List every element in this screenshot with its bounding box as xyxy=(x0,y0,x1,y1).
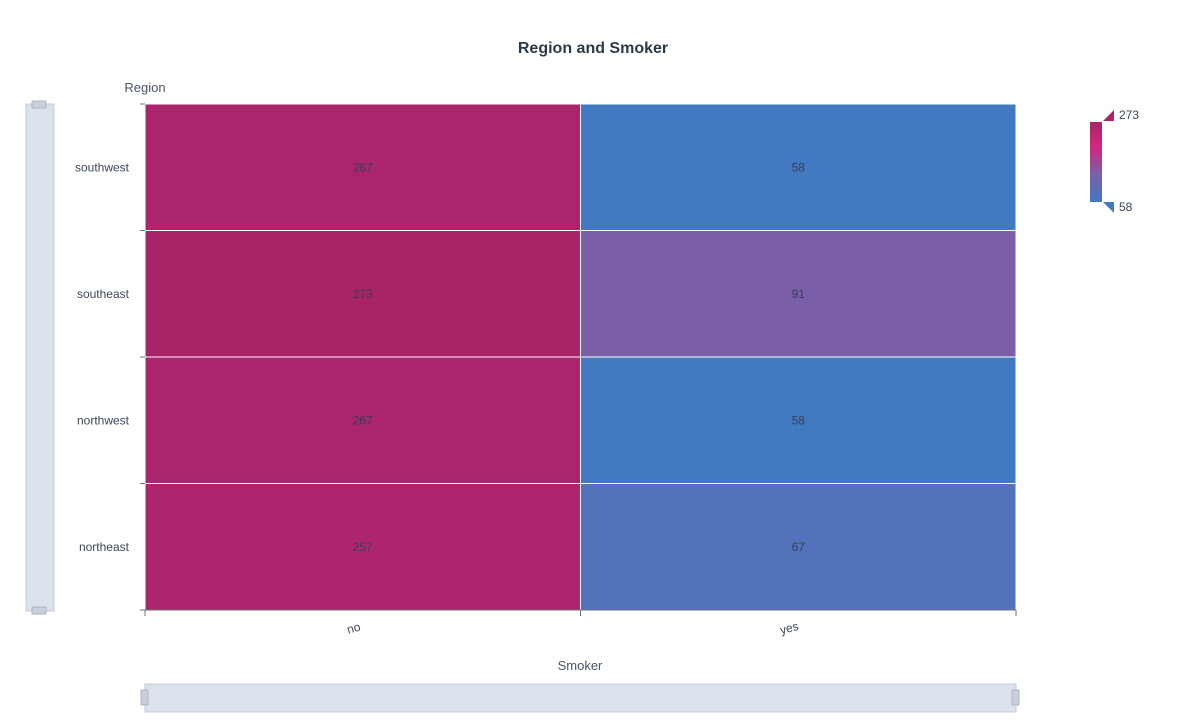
cell-labels: 267 58 273 91 267 58 257 67 xyxy=(353,160,806,554)
x-tick-label-no: no xyxy=(345,620,362,637)
heatmap-cells xyxy=(144,103,1017,611)
chart-title: Region and Smoker xyxy=(518,40,668,57)
heatmap-cell-southwest-yes[interactable] xyxy=(580,103,1017,231)
x-axis: no yes xyxy=(144,609,1017,637)
heatmap-cell-northeast-no[interactable] xyxy=(144,483,581,611)
y-axis: southwest southeast northwest northeast xyxy=(75,103,145,611)
cell-value-label: 91 xyxy=(792,287,806,301)
legend-max-handle[interactable] xyxy=(1103,110,1114,121)
y-tick-label-northwest: northwest xyxy=(77,413,130,427)
legend-max-label: 273 xyxy=(1119,108,1139,122)
x-zoom-handle-right[interactable] xyxy=(1011,689,1020,706)
legend-min-handle[interactable] xyxy=(1103,202,1114,213)
y-tick-label-northeast: northeast xyxy=(79,540,130,554)
heatmap-cell-northeast-yes[interactable] xyxy=(580,483,1017,611)
y-zoom-slider[interactable] xyxy=(25,100,55,615)
cell-value-label: 273 xyxy=(353,287,373,301)
visual-map-legend[interactable]: 273 58 xyxy=(1090,108,1139,214)
x-axis-name: Smoker xyxy=(558,658,603,673)
x-zoom-handle-left[interactable] xyxy=(140,689,149,706)
x-tick-label-yes: yes xyxy=(778,619,800,637)
x-zoom-slider[interactable] xyxy=(140,683,1020,713)
cell-value-label: 267 xyxy=(353,160,373,174)
x-zoom-track[interactable] xyxy=(144,683,1017,713)
legend-gradient-bar[interactable] xyxy=(1090,122,1102,202)
y-tick-label-southwest: southwest xyxy=(75,160,130,174)
y-zoom-handle-top[interactable] xyxy=(31,100,47,109)
cell-value-label: 267 xyxy=(353,413,373,427)
cell-value-label: 257 xyxy=(353,540,373,554)
heatmap-cell-southwest-no[interactable] xyxy=(144,103,581,231)
y-axis-name: Region xyxy=(124,80,165,95)
y-zoom-handle-bottom[interactable] xyxy=(31,606,47,615)
y-zoom-track[interactable] xyxy=(25,103,55,612)
cell-value-label: 67 xyxy=(792,540,806,554)
heatmap-cell-northwest-no[interactable] xyxy=(144,356,581,484)
legend-min-label: 58 xyxy=(1119,200,1133,214)
cell-value-label: 58 xyxy=(792,160,806,174)
y-tick-label-southeast: southeast xyxy=(77,287,130,301)
heatmap-cell-southeast-yes[interactable] xyxy=(580,230,1017,358)
cell-value-label: 58 xyxy=(792,413,806,427)
heatmap-cell-southeast-no[interactable] xyxy=(144,230,581,358)
heatmap-cell-northwest-yes[interactable] xyxy=(580,356,1017,484)
